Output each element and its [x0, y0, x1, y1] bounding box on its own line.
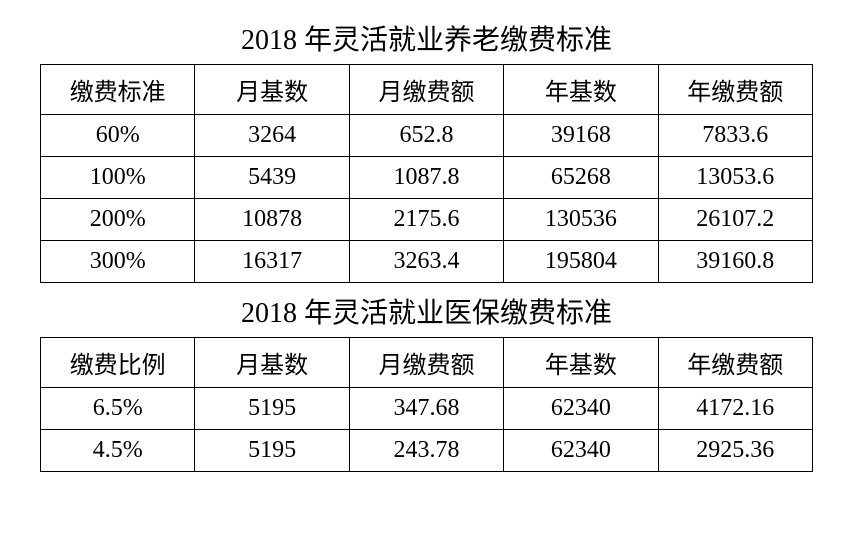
medical-table-title: 2018 年灵活就业医保缴费标准	[40, 291, 813, 331]
table-row: 100% 5439 1087.8 65268 13053.6	[41, 157, 813, 199]
medical-table-section: 2018 年灵活就业医保缴费标准 缴费比例 月基数 月缴费额 年基数 年缴费额 …	[40, 291, 813, 472]
table-header-cell: 月缴费额	[349, 65, 503, 115]
table-cell: 652.8	[349, 115, 503, 157]
table-cell: 2175.6	[349, 199, 503, 241]
medical-table: 缴费比例 月基数 月缴费额 年基数 年缴费额 6.5% 5195 347.68 …	[40, 337, 813, 472]
table-cell: 4172.16	[658, 388, 812, 430]
table-cell: 347.68	[349, 388, 503, 430]
table-cell: 3264	[195, 115, 349, 157]
table-cell: 7833.6	[658, 115, 812, 157]
table-cell: 39168	[504, 115, 658, 157]
table-cell: 26107.2	[658, 199, 812, 241]
table-cell: 130536	[504, 199, 658, 241]
table-row: 300% 16317 3263.4 195804 39160.8	[41, 241, 813, 283]
table-cell: 300%	[41, 241, 195, 283]
table-header-cell: 年基数	[504, 65, 658, 115]
table-cell: 62340	[504, 430, 658, 472]
table-cell: 4.5%	[41, 430, 195, 472]
table-cell: 195804	[504, 241, 658, 283]
table-header-cell: 月缴费额	[349, 338, 503, 388]
table-cell: 200%	[41, 199, 195, 241]
table-header-cell: 年基数	[504, 338, 658, 388]
table-cell: 5439	[195, 157, 349, 199]
table-cell: 2925.36	[658, 430, 812, 472]
table-header-cell: 缴费标准	[41, 65, 195, 115]
table-header-cell: 缴费比例	[41, 338, 195, 388]
pension-table-section: 2018 年灵活就业养老缴费标准 缴费标准 月基数 月缴费额 年基数 年缴费额 …	[40, 18, 813, 283]
table-row: 200% 10878 2175.6 130536 26107.2	[41, 199, 813, 241]
table-header-cell: 月基数	[195, 338, 349, 388]
table-cell: 100%	[41, 157, 195, 199]
table-cell: 39160.8	[658, 241, 812, 283]
table-cell: 6.5%	[41, 388, 195, 430]
table-cell: 1087.8	[349, 157, 503, 199]
table-cell: 60%	[41, 115, 195, 157]
table-header-cell: 年缴费额	[658, 338, 812, 388]
table-row: 60% 3264 652.8 39168 7833.6	[41, 115, 813, 157]
table-cell: 16317	[195, 241, 349, 283]
table-cell: 62340	[504, 388, 658, 430]
pension-table-title: 2018 年灵活就业养老缴费标准	[40, 18, 813, 58]
table-cell: 3263.4	[349, 241, 503, 283]
table-row: 6.5% 5195 347.68 62340 4172.16	[41, 388, 813, 430]
table-header-cell: 年缴费额	[658, 65, 812, 115]
table-header-row: 缴费标准 月基数 月缴费额 年基数 年缴费额	[41, 65, 813, 115]
table-cell: 65268	[504, 157, 658, 199]
table-cell: 243.78	[349, 430, 503, 472]
table-header-row: 缴费比例 月基数 月缴费额 年基数 年缴费额	[41, 338, 813, 388]
table-cell: 5195	[195, 430, 349, 472]
table-row: 4.5% 5195 243.78 62340 2925.36	[41, 430, 813, 472]
table-header-cell: 月基数	[195, 65, 349, 115]
table-cell: 13053.6	[658, 157, 812, 199]
table-cell: 5195	[195, 388, 349, 430]
table-cell: 10878	[195, 199, 349, 241]
pension-table: 缴费标准 月基数 月缴费额 年基数 年缴费额 60% 3264 652.8 39…	[40, 64, 813, 283]
